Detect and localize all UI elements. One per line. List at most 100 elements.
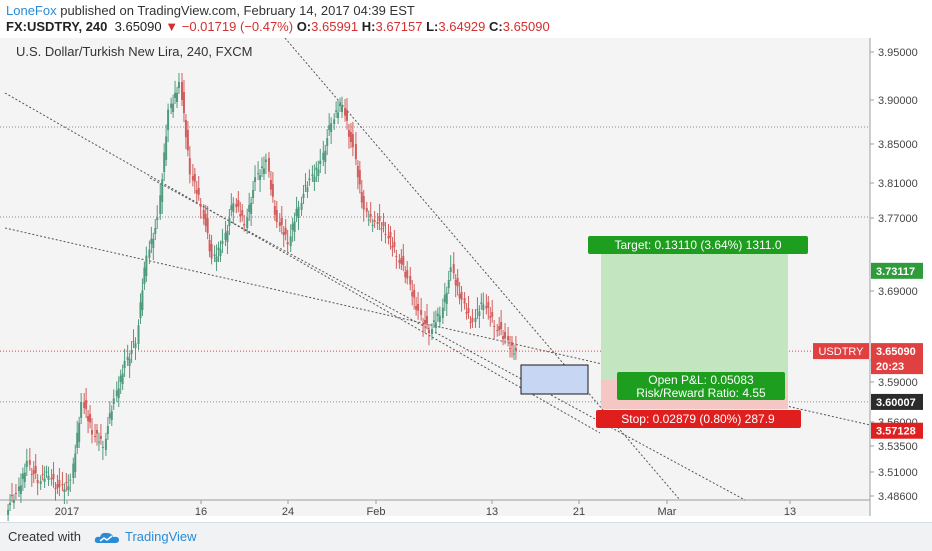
candle-body [126, 356, 129, 360]
candle-body [145, 255, 148, 276]
candle-body [148, 249, 151, 258]
candle-body [23, 472, 26, 482]
candle-body [378, 216, 381, 222]
candle-body [297, 206, 300, 218]
candle-body [465, 312, 468, 314]
candle-body [72, 463, 75, 478]
candle-body [219, 249, 222, 256]
candle-body [369, 214, 372, 217]
candle-body [174, 92, 177, 98]
trendline-resistance[interactable] [284, 37, 681, 501]
candle-body [330, 123, 333, 132]
candle-body [491, 312, 494, 317]
candle-body [339, 103, 342, 106]
candle-body [422, 324, 425, 325]
candle-body [389, 232, 392, 238]
candle-body [493, 326, 496, 327]
chart-area[interactable]: U.S. Dollar/Turkish New Lira, 240, FXCM … [0, 37, 932, 522]
candle-body [380, 228, 383, 230]
author-link[interactable]: LoneFox [6, 3, 57, 18]
trendline-channel[interactable] [149, 177, 746, 501]
candle-body [431, 329, 433, 334]
candle-body [341, 105, 343, 112]
price-label-box [871, 343, 923, 360]
candle-body [123, 360, 126, 368]
candle-body [273, 206, 276, 215]
stop-text: Stop: 0.02879 (0.80%) 287.9 [621, 412, 775, 426]
candle-body [17, 486, 20, 491]
pnl-badge [617, 372, 785, 400]
candle-body [11, 495, 13, 497]
candle-body [443, 294, 446, 302]
candle-body [257, 173, 260, 175]
candle-body [347, 130, 350, 137]
open-value: 3.65991 [311, 19, 359, 34]
candle-body [427, 330, 430, 334]
candle-body [204, 214, 207, 226]
candle-body [150, 238, 153, 244]
price-label-box [871, 262, 923, 279]
candle-body [141, 290, 144, 310]
candle-body [50, 478, 53, 480]
candle-body [237, 200, 240, 207]
candle-body [271, 184, 274, 197]
candle-body [39, 481, 42, 484]
candle-body [404, 272, 407, 278]
candle-body [80, 402, 83, 418]
candle-body [188, 158, 191, 175]
candle-body [337, 112, 340, 118]
high-label: H: [361, 19, 376, 34]
candle-body [228, 218, 231, 226]
candle-body [400, 258, 403, 264]
candle-body [65, 482, 68, 483]
highlight-rectangle[interactable] [520, 364, 589, 395]
candle-body [110, 411, 113, 420]
rr-text: Risk/Reward Ratio: 4.55 [636, 386, 766, 400]
time-axis[interactable]: 2017 16 24 Feb 13 21 Mar 13 [55, 500, 796, 518]
candle-body [165, 136, 168, 160]
candle-body [471, 318, 474, 322]
target-text: Target: 0.13110 (3.64%) 1311.0 [614, 238, 781, 252]
candle-body [467, 308, 470, 313]
candle-body [284, 228, 287, 235]
profit-zone[interactable] [601, 254, 788, 380]
candle-body [47, 475, 50, 480]
trendlines[interactable] [4, 37, 871, 501]
candle-body [286, 242, 289, 245]
candle-body [319, 160, 322, 164]
candle-body [346, 110, 348, 121]
candle-body [67, 486, 70, 490]
candle-body [395, 256, 398, 257]
candle-body [474, 318, 477, 322]
candle-body [7, 509, 10, 515]
candle-body [161, 179, 164, 202]
candle-body [278, 222, 281, 226]
candle-body [108, 413, 111, 418]
tradingview-brand[interactable]: TradingView [125, 529, 197, 544]
candle-body [482, 304, 485, 310]
candle-body [89, 414, 92, 423]
candle-body [170, 103, 173, 108]
candle-body [432, 320, 435, 322]
x-tick-label: Feb [367, 506, 386, 518]
candle-body [28, 460, 31, 465]
last-price: 3.65090 [114, 19, 162, 34]
candle-body [264, 159, 267, 162]
candle-body [32, 470, 35, 474]
candle-body [45, 471, 48, 473]
candle-body [74, 453, 77, 472]
price-axis[interactable]: 3.95000 3.90000 3.85000 3.81000 3.77000 3.690… [870, 47, 918, 503]
candle-body [402, 256, 405, 266]
candle-body [349, 132, 352, 142]
candle-body [500, 322, 503, 330]
price-label-text: 20:23 [876, 361, 904, 373]
candle-body [300, 202, 303, 210]
candle-body [96, 430, 98, 434]
price-chart[interactable]: U.S. Dollar/Turkish New Lira, 240, FXCM … [0, 37, 932, 522]
candle-body [426, 316, 428, 324]
symbol-tag [813, 343, 869, 360]
candle-body [438, 315, 441, 322]
candle-body [371, 224, 374, 226]
candle-body [182, 92, 185, 114]
created-with-text: Created with [8, 529, 81, 544]
